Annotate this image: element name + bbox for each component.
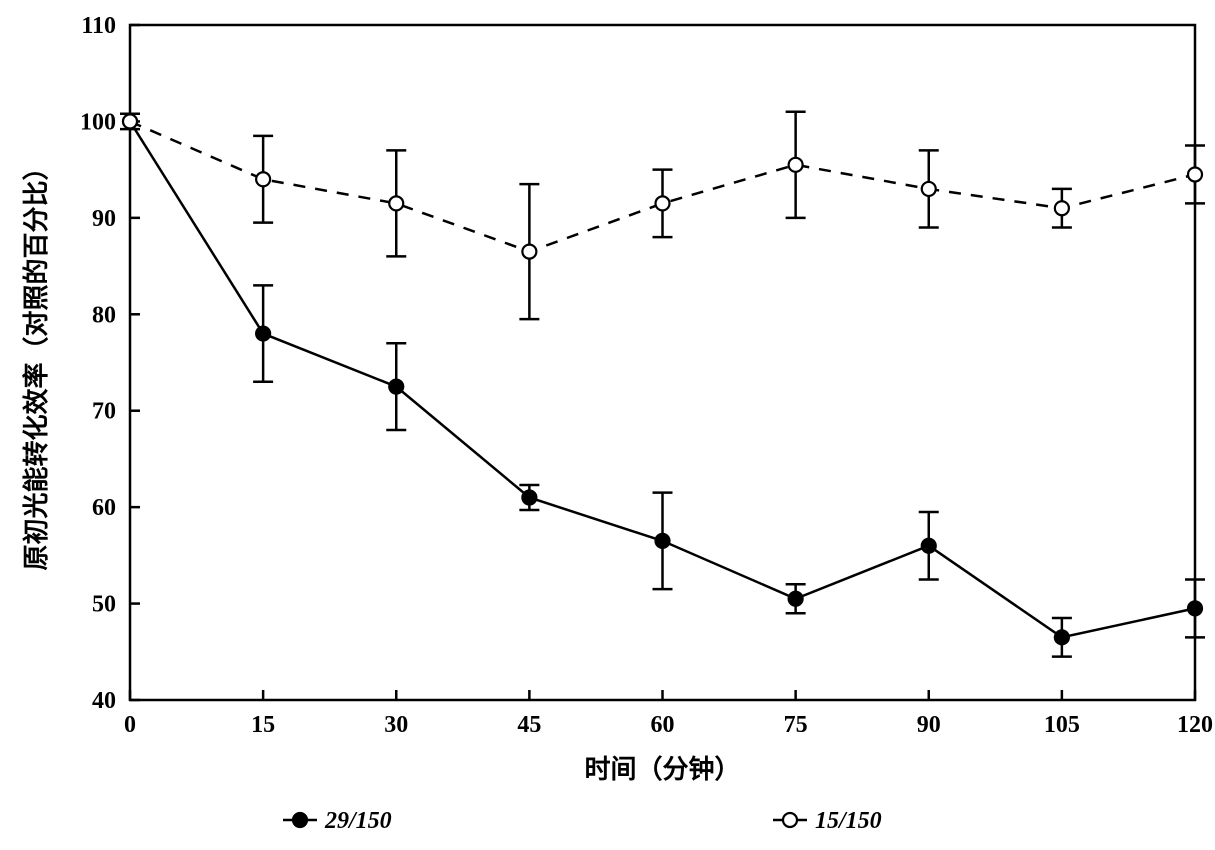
- data-marker: [389, 196, 403, 210]
- chart-container: 0 15 30 45 60 75 90 105 120 40 50 60 70 80 90 100 110 时间（…: [0, 0, 1215, 850]
- x-tick-label: 30: [384, 712, 408, 738]
- y-tick-label: 100: [80, 109, 116, 135]
- x-axis-label: 时间（分钟）: [584, 754, 740, 784]
- data-marker: [1188, 601, 1202, 615]
- legend-label: 29/150: [324, 808, 392, 834]
- x-tick-label: 105: [1044, 712, 1080, 738]
- line-chart: 0 15 30 45 60 75 90 105 120 40 50 60 70 80 90 100 110 时间（…: [0, 0, 1215, 850]
- data-marker: [389, 380, 403, 394]
- x-tick-label: 0: [124, 712, 136, 738]
- data-marker: [123, 114, 137, 128]
- data-marker: [656, 196, 670, 210]
- data-marker: [922, 182, 936, 196]
- x-tick-label: 15: [251, 712, 275, 738]
- data-marker: [256, 327, 270, 341]
- data-marker: [1055, 201, 1069, 215]
- data-marker: [1055, 630, 1069, 644]
- x-tick-label: 45: [517, 712, 541, 738]
- data-marker: [256, 172, 270, 186]
- legend-label: 15/150: [815, 808, 882, 834]
- y-tick-label: 50: [92, 592, 116, 618]
- y-tick-label: 70: [92, 399, 116, 425]
- x-tick-label: 90: [917, 712, 941, 738]
- y-tick-label: 60: [92, 495, 116, 521]
- y-tick-label: 90: [92, 206, 116, 232]
- data-marker: [522, 245, 536, 259]
- data-marker: [922, 539, 936, 553]
- y-axis-label: 原初光能转化效率（对照的百分比）: [21, 154, 51, 570]
- y-tick-label: 110: [81, 13, 116, 39]
- y-tick-label: 80: [92, 302, 116, 328]
- data-marker: [789, 592, 803, 606]
- data-marker: [522, 491, 536, 505]
- data-marker: [789, 158, 803, 172]
- data-marker: [656, 534, 670, 548]
- y-tick-label: 40: [92, 688, 116, 714]
- x-tick-label: 75: [784, 712, 808, 738]
- x-tick-label: 120: [1177, 712, 1213, 738]
- data-marker: [1188, 167, 1202, 181]
- x-tick-label: 60: [651, 712, 675, 738]
